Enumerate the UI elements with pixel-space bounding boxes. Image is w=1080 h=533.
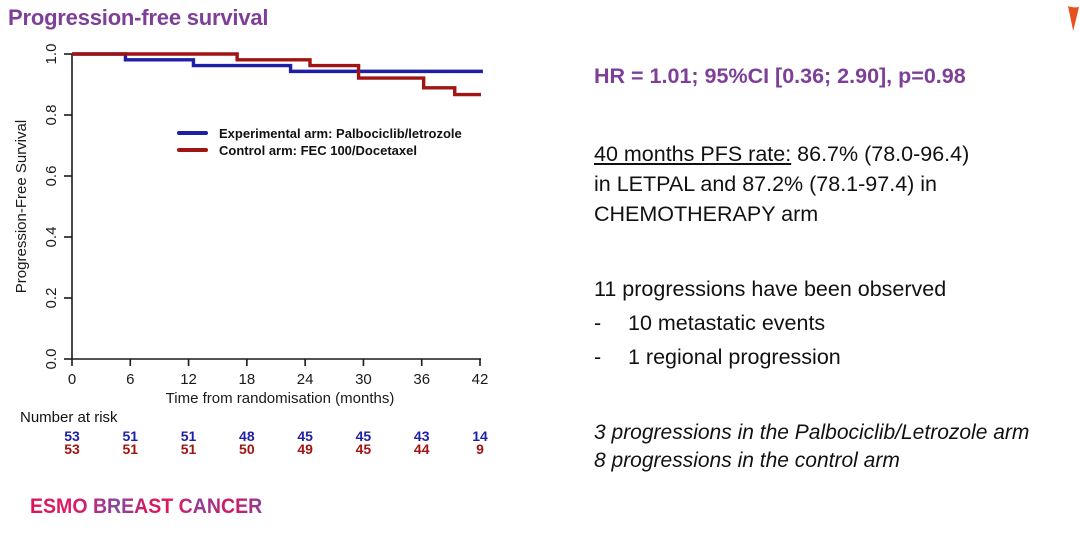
series-0-curve <box>72 52 483 74</box>
note-line: 3 progressions in the Palbociclib/Letroz… <box>594 421 1030 444</box>
legend-item: Control arm: FEC 100/Docetaxel <box>177 142 462 158</box>
at-risk-count: 9 <box>476 441 484 457</box>
y-axis-title: Progression-Free Survival <box>13 120 30 293</box>
at-risk-count: 51 <box>180 441 197 457</box>
corner-wedge-icon <box>1068 6 1079 31</box>
legend-line-swatch <box>177 131 208 135</box>
chart-legend: Experimental arm: Palbociclib/letrozole C… <box>177 125 462 158</box>
arm-breakdown-note: 3 progressions in the Palbociclib/Letroz… <box>594 419 1029 475</box>
note-line: 8 progressions in the control arm <box>594 449 900 472</box>
at-risk-count: 51 <box>180 428 197 444</box>
y-tick-label: 0.6 <box>43 166 60 187</box>
y-tick-label: 0.4 <box>43 227 60 248</box>
at-risk-count: 45 <box>355 428 372 444</box>
legend-item: Experimental arm: Palbociclib/letrozole <box>177 125 462 141</box>
pfs-rate-block: 40 months PFS rate: 86.7% (78.0-96.4) in… <box>594 139 969 229</box>
x-tick-label: 12 <box>180 371 197 388</box>
number-at-risk-row-control: 53 51 51 50 49 45 44 9 <box>0 442 540 456</box>
at-risk-count: 45 <box>297 428 313 444</box>
list-item: - 1 regional progression <box>594 345 841 379</box>
esmo-breast-cancer-logo: ESMO BREAST CANCER <box>30 495 263 518</box>
number-at-risk-label: Number at risk <box>20 409 118 426</box>
progressions-list: - 10 metastatic events - 1 regional prog… <box>594 311 841 379</box>
dash-bullet: - <box>594 311 602 335</box>
list-item-text: 1 regional progression <box>628 345 841 369</box>
list-item-text: 10 metastatic events <box>628 311 826 335</box>
pfs-rate-label: 40 months PFS rate: <box>594 142 792 166</box>
at-risk-count: 48 <box>239 428 255 444</box>
series-1-curve <box>72 52 481 97</box>
y-tick-label: 0.0 <box>43 349 60 370</box>
list-item: - 10 metastatic events <box>594 311 841 345</box>
x-tick-label: 18 <box>239 371 256 388</box>
at-risk-count: 51 <box>122 441 139 457</box>
x-tick-label: 6 <box>126 371 134 388</box>
legend-label: Control arm: FEC 100/Docetaxel <box>219 142 417 158</box>
number-at-risk-row-experimental: 53 51 51 48 45 45 43 14 <box>0 429 540 443</box>
at-risk-count: 14 <box>472 428 488 444</box>
page-title: Progression-free survival <box>8 5 269 30</box>
km-chart: 0 6 12 18 24 30 36 42 0.0 0.2 0.4 0.6 0.8 1.0 Time fro… <box>13 44 489 407</box>
pfs-rate-line1: 40 months PFS rate: 86.7% (78.0-96.4) <box>594 139 969 169</box>
at-risk-count: 45 <box>355 441 372 457</box>
y-tick-label: 0.2 <box>43 288 60 309</box>
at-risk-count: 53 <box>64 441 80 457</box>
pfs-rate-line2: in LETPAL and 87.2% (78.1-97.4) in <box>594 172 938 196</box>
dash-bullet: - <box>594 345 602 369</box>
legend-label: Experimental arm: Palbociclib/letrozole <box>219 125 462 141</box>
at-risk-count: 51 <box>122 428 139 444</box>
x-tick-label: 36 <box>413 371 430 388</box>
x-axis-title: Time from randomisation (months) <box>166 390 395 407</box>
hazard-ratio-text: HR = 1.01; 95%CI [0.36; 2.90], p=0.98 <box>594 64 966 88</box>
pfs-rate-line3: CHEMOTHERAPY arm <box>594 202 819 226</box>
at-risk-count: 53 <box>64 428 80 444</box>
at-risk-count: 50 <box>239 441 255 457</box>
at-risk-count: 49 <box>297 441 313 457</box>
pfs-rate-value: 86.7% (78.0-96.4) <box>791 142 970 166</box>
legend-line-swatch <box>177 148 208 152</box>
progressions-heading: 11 progressions have been observed <box>594 277 947 301</box>
at-risk-count: 43 <box>413 428 430 444</box>
y-tick-label: 1.0 <box>43 44 60 65</box>
at-risk-count: 44 <box>413 441 430 457</box>
x-tick-label: 24 <box>297 371 314 388</box>
x-tick-label: 42 <box>472 371 489 388</box>
x-tick-label: 30 <box>355 371 372 388</box>
y-tick-label: 0.8 <box>43 105 60 126</box>
results-panel: HR = 1.01; 95%CI [0.36; 2.90], p=0.98 40… <box>594 0 1076 533</box>
x-tick-label: 0 <box>68 371 76 388</box>
